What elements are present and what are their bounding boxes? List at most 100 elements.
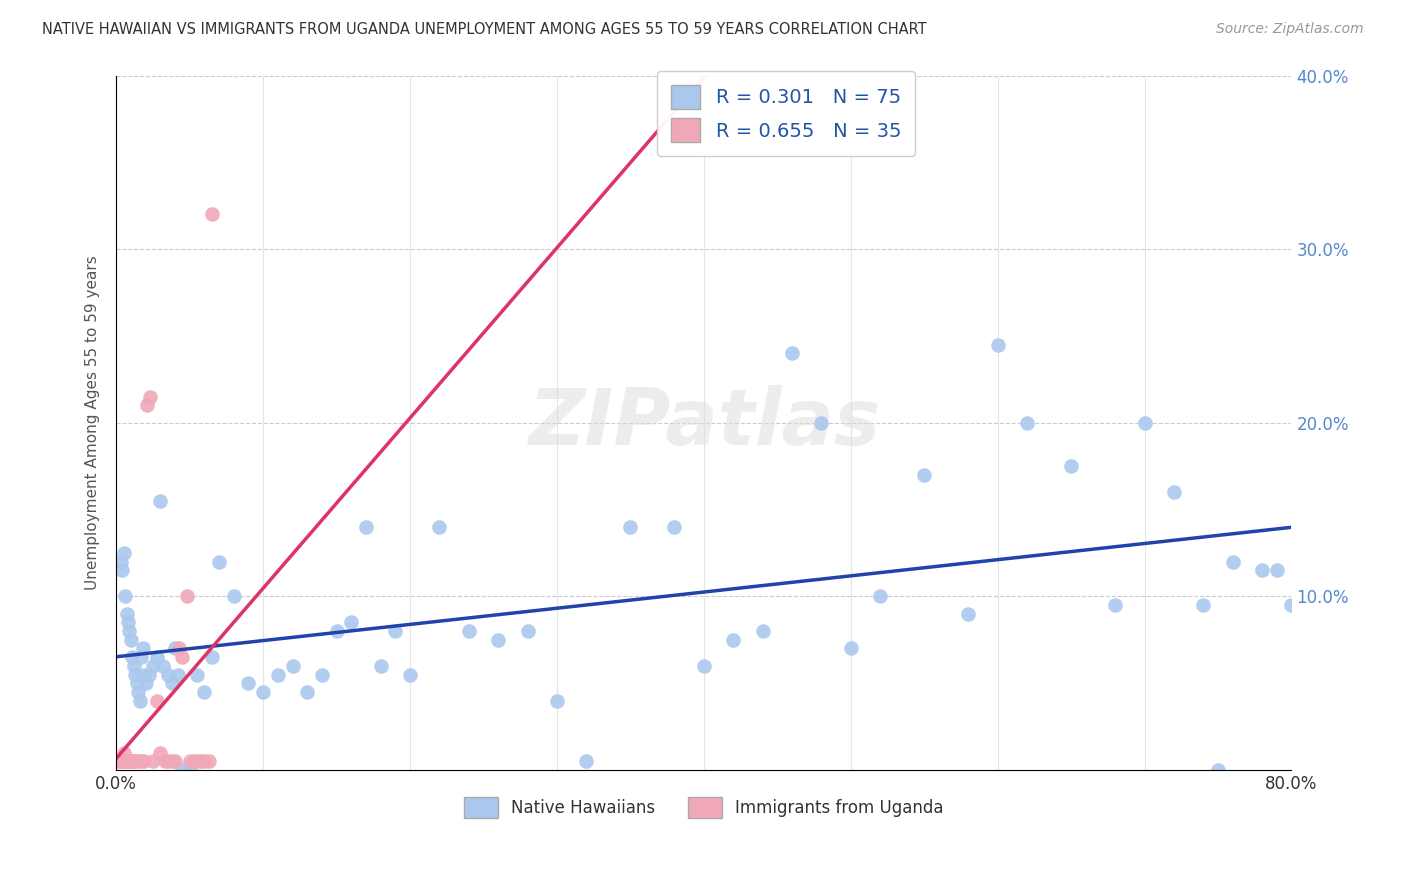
- Point: [201, 207, 224, 221]
- Point: [111, 563, 134, 577]
- Point: [107, 754, 129, 768]
- Point: [112, 546, 135, 560]
- Point: [193, 685, 215, 699]
- Point: [179, 754, 201, 768]
- Point: [751, 624, 773, 639]
- Point: [693, 658, 716, 673]
- Point: [138, 667, 160, 681]
- Point: [575, 754, 598, 768]
- Point: [1060, 459, 1083, 474]
- Point: [129, 650, 152, 665]
- Point: [127, 754, 149, 768]
- Point: [486, 632, 509, 647]
- Point: [124, 667, 146, 681]
- Point: [111, 754, 134, 768]
- Point: [149, 746, 172, 760]
- Point: [129, 754, 152, 768]
- Y-axis label: Unemployment Among Ages 55 to 59 years: Unemployment Among Ages 55 to 59 years: [86, 255, 100, 591]
- Point: [222, 590, 245, 604]
- Point: [516, 624, 538, 639]
- Point: [429, 520, 451, 534]
- Point: [152, 658, 174, 673]
- Point: [179, 763, 201, 777]
- Point: [208, 555, 231, 569]
- Point: [139, 390, 162, 404]
- Point: [121, 754, 143, 768]
- Point: [135, 676, 157, 690]
- Point: [839, 641, 862, 656]
- Point: [198, 754, 221, 768]
- Point: [114, 754, 136, 768]
- Point: [163, 754, 186, 768]
- Point: [869, 590, 891, 604]
- Point: [134, 667, 156, 681]
- Point: [142, 658, 165, 673]
- Point: [399, 667, 422, 681]
- Point: [128, 693, 150, 707]
- Point: [114, 590, 136, 604]
- Point: [134, 754, 156, 768]
- Point: [125, 676, 148, 690]
- Point: [110, 754, 132, 768]
- Point: [108, 754, 131, 768]
- Point: [110, 555, 132, 569]
- Point: [1265, 563, 1288, 577]
- Point: [912, 467, 935, 482]
- Point: [156, 667, 179, 681]
- Text: NATIVE HAWAIIAN VS IMMIGRANTS FROM UGANDA UNEMPLOYMENT AMONG AGES 55 TO 59 YEARS: NATIVE HAWAIIAN VS IMMIGRANTS FROM UGAND…: [42, 22, 927, 37]
- Point: [183, 754, 205, 768]
- Point: [121, 650, 143, 665]
- Point: [112, 746, 135, 760]
- Point: [149, 494, 172, 508]
- Point: [120, 632, 142, 647]
- Point: [1251, 563, 1274, 577]
- Point: [132, 641, 155, 656]
- Point: [619, 520, 641, 534]
- Point: [780, 346, 803, 360]
- Point: [172, 650, 194, 665]
- Point: [193, 754, 215, 768]
- Point: [723, 632, 745, 647]
- Point: [325, 624, 347, 639]
- Point: [238, 676, 260, 690]
- Point: [163, 641, 186, 656]
- Point: [146, 693, 169, 707]
- Point: [987, 337, 1010, 351]
- Point: [117, 754, 139, 768]
- Legend: Native Hawaiians, Immigrants from Uganda: Native Hawaiians, Immigrants from Uganda: [457, 790, 950, 824]
- Point: [156, 754, 179, 768]
- Point: [201, 650, 224, 665]
- Point: [297, 685, 319, 699]
- Point: [1281, 598, 1303, 612]
- Point: [311, 667, 333, 681]
- Point: [115, 754, 138, 768]
- Point: [281, 658, 304, 673]
- Point: [354, 520, 377, 534]
- Point: [169, 641, 191, 656]
- Point: [1206, 763, 1229, 777]
- Point: [1192, 598, 1215, 612]
- Point: [186, 667, 208, 681]
- Text: Source: ZipAtlas.com: Source: ZipAtlas.com: [1216, 22, 1364, 37]
- Point: [160, 676, 183, 690]
- Point: [122, 658, 145, 673]
- Point: [267, 667, 290, 681]
- Point: [457, 624, 479, 639]
- Point: [142, 754, 165, 768]
- Point: [127, 685, 149, 699]
- Point: [146, 650, 169, 665]
- Point: [810, 416, 832, 430]
- Point: [172, 763, 194, 777]
- Point: [118, 624, 141, 639]
- Point: [252, 685, 274, 699]
- Point: [167, 667, 190, 681]
- Point: [118, 754, 141, 768]
- Point: [957, 607, 980, 621]
- Point: [384, 624, 406, 639]
- Point: [546, 693, 568, 707]
- Point: [1163, 485, 1185, 500]
- Point: [124, 754, 146, 768]
- Point: [122, 754, 145, 768]
- Point: [1015, 416, 1038, 430]
- Point: [664, 520, 686, 534]
